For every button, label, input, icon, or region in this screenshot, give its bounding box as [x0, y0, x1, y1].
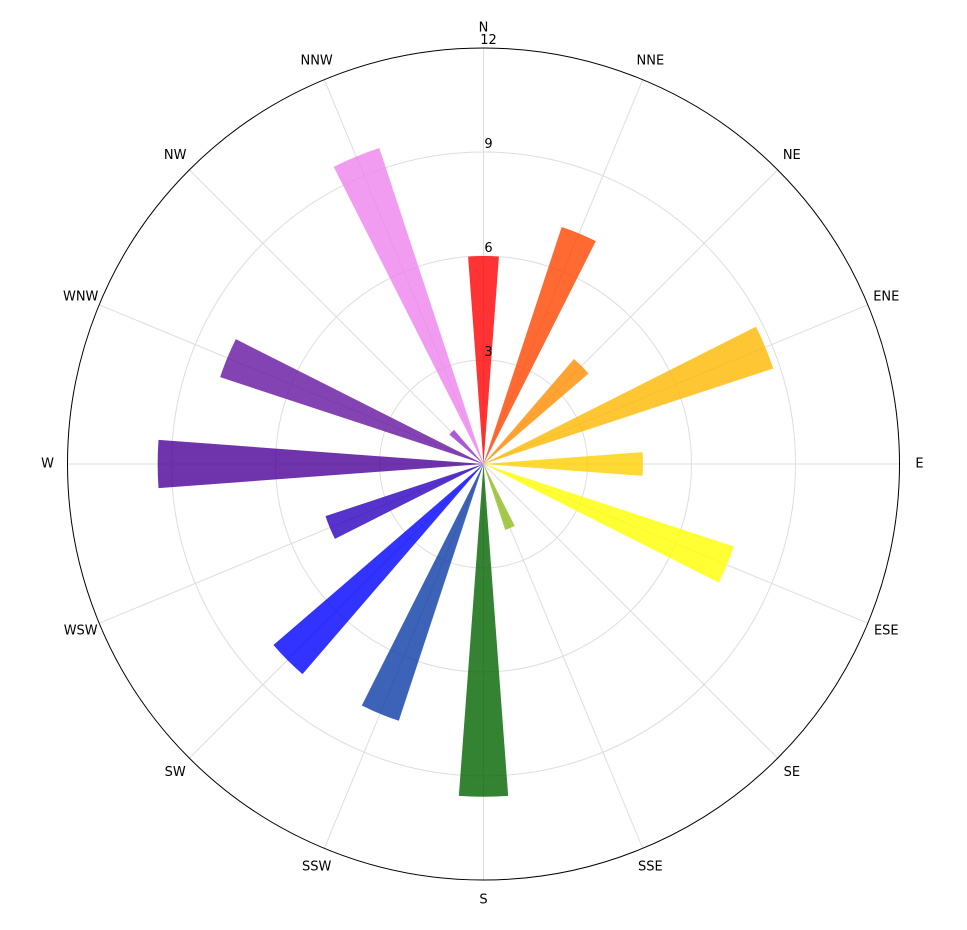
direction-label-e: E: [915, 457, 923, 472]
axes-layer: [67, 47, 900, 881]
direction-label-ese: ESE: [874, 623, 899, 638]
bar-ese: [483, 464, 734, 583]
bar-ene: [483, 326, 774, 464]
direction-label-nne: NNE: [637, 54, 665, 69]
labels-layer: N NNE NE ENE E ESE SE SSE S SSW SW WSW W WNW NW NNW 3 6 9 1…: [41, 21, 924, 908]
direction-label-sse: SSE: [638, 859, 663, 874]
bar-wsw: [325, 464, 484, 539]
bar-wnw: [220, 339, 484, 464]
direction-label-nnw: NNW: [300, 54, 332, 69]
radial-tick-label: 3: [484, 345, 492, 360]
outer-frame: [67, 47, 900, 881]
bar-nne: [483, 226, 596, 464]
bar-nw: [449, 429, 484, 464]
bar-ne: [483, 358, 589, 464]
direction-label-nw: NW: [164, 148, 187, 163]
bar-s: [458, 464, 509, 797]
bars-layer: [157, 147, 774, 797]
direction-label-ene: ENE: [873, 290, 899, 305]
direction-label-s: S: [479, 893, 487, 908]
bar-e: [483, 452, 643, 476]
direction-label-w: W: [41, 457, 54, 472]
bar-nnw: [333, 147, 484, 464]
direction-label-n: N: [479, 21, 489, 36]
radial-tick-label: 9: [484, 137, 492, 152]
bar-sse: [483, 464, 515, 530]
direction-label-sw: SW: [165, 765, 186, 780]
bar-sw: [273, 464, 484, 675]
direction-label-wsw: WSW: [64, 623, 98, 638]
direction-label-ssw: SSW: [302, 859, 332, 874]
direction-label-ne: NE: [783, 148, 801, 163]
bar-ssw: [361, 464, 484, 721]
direction-label-se: SE: [784, 765, 800, 780]
direction-label-wnw: WNW: [63, 290, 99, 305]
bar-w: [157, 439, 484, 489]
bar-n: [468, 255, 499, 464]
radial-tick-label: 12: [480, 33, 497, 48]
radial-tick-label: 6: [484, 241, 492, 256]
